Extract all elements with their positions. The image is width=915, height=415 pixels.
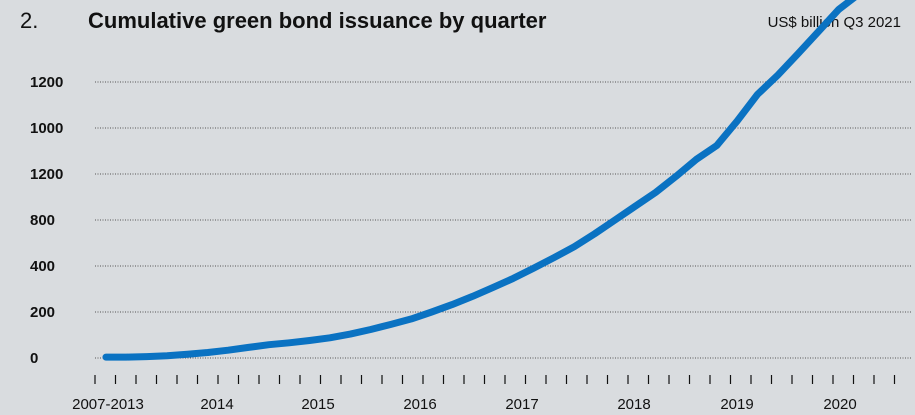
x-tick-label: 2015	[301, 396, 334, 413]
units-label: US$ billion Q3 2021	[767, 14, 901, 31]
x-tick-label: 2018	[617, 396, 650, 413]
figure-number: 2.	[20, 8, 39, 33]
x-tick-label: 2019	[720, 396, 753, 413]
y-tick-label: 1200	[30, 166, 63, 183]
x-axis	[94, 375, 896, 384]
y-tick-label: 1200	[30, 74, 63, 91]
x-tick-label: 2014	[200, 396, 233, 413]
gridlines	[95, 81, 912, 359]
y-tick-label: 400	[30, 258, 55, 275]
x-tick-label: 2017	[505, 396, 538, 413]
series-line	[102, 0, 857, 361]
x-tick-label: 2020	[823, 396, 856, 413]
chart-title: Cumulative green bond issuance by quarte…	[88, 8, 547, 33]
y-tick-label: 800	[30, 212, 55, 229]
x-tick-label: 2016	[403, 396, 436, 413]
y-axis-tick-labels: 0 200 400 800 1200 1000 1200	[30, 74, 63, 367]
y-tick-label: 200	[30, 304, 55, 321]
series-group	[102, 0, 857, 361]
x-axis-tick-labels: 2007-2013 2014 2015 2016 2017 2018 2019 2020	[72, 396, 857, 413]
y-tick-label: 0	[30, 350, 38, 367]
y-tick-label: 1000	[30, 120, 63, 137]
x-tick-label: 2007-2013	[72, 396, 144, 413]
